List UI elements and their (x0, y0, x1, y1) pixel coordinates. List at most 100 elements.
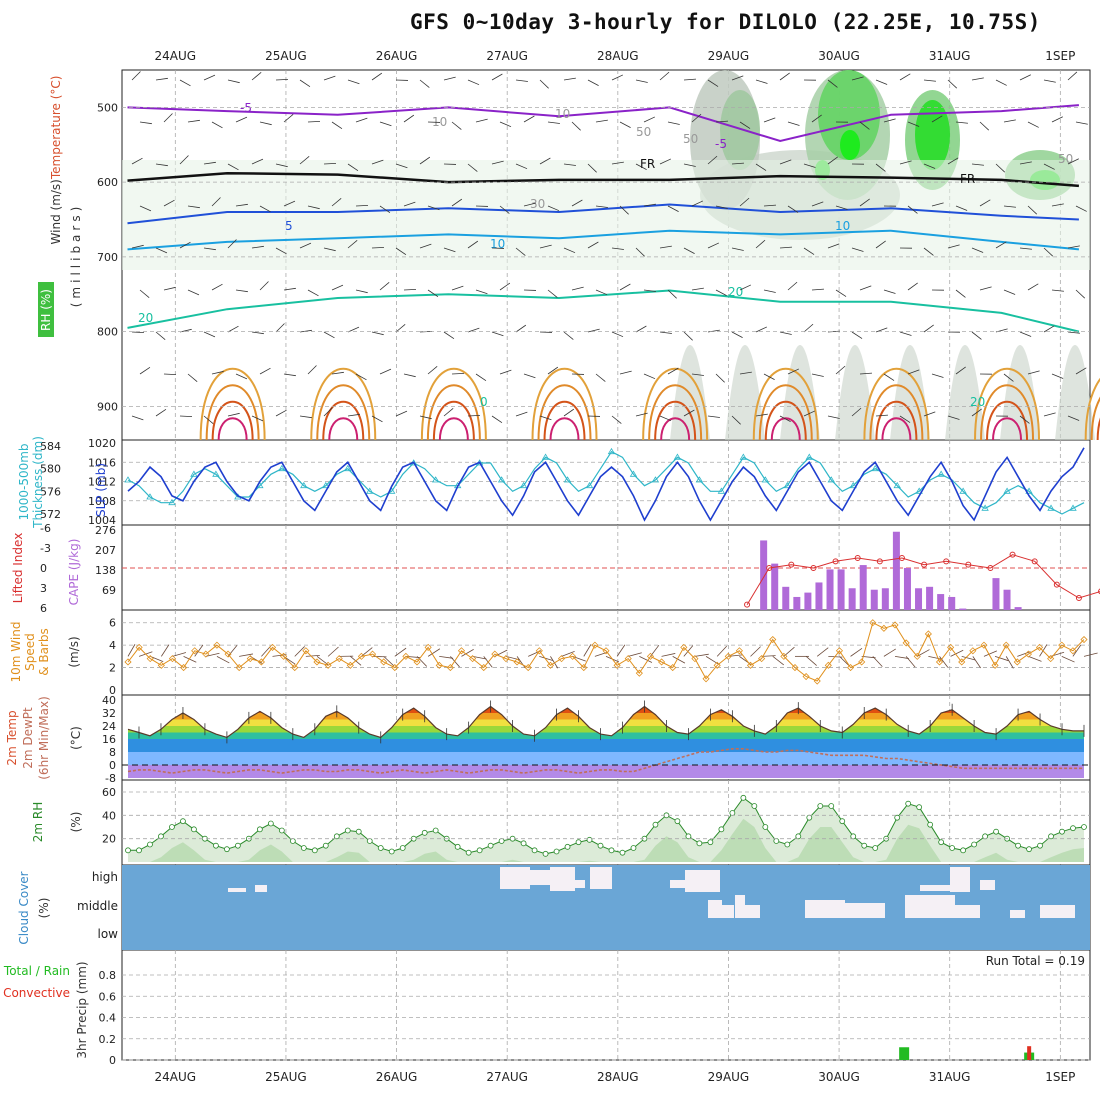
wind-barb (203, 74, 216, 81)
wind-barb (955, 121, 968, 124)
wind-speed-marker (602, 647, 610, 655)
wind-speed-marker (413, 658, 421, 666)
wind-speed-marker (1024, 650, 1032, 658)
thickness-ytick: 584 (40, 440, 61, 453)
rh2m-marker (432, 827, 439, 834)
rh2m-ytick: 60 (102, 786, 116, 799)
rh2m-marker (180, 818, 186, 825)
wind10m-barb (583, 644, 592, 657)
rh-shading-band (122, 160, 1090, 270)
rh2m-marker (795, 833, 802, 840)
wind-barb (947, 79, 958, 89)
wind-barb (467, 414, 481, 417)
wind-speed-marker (735, 647, 743, 655)
wind-barb (163, 286, 176, 291)
temp-dome-contour (875, 400, 918, 441)
wind-barb (499, 282, 511, 291)
wind-speed-marker (935, 658, 944, 666)
thickness-ytick: 580 (40, 463, 61, 476)
wind10m-barb (1039, 644, 1048, 657)
wind-barb (451, 198, 463, 207)
wind-barb (971, 77, 984, 81)
wind-barb (851, 407, 862, 417)
temp-dome-contour (420, 367, 487, 441)
temp-dome-contour (863, 367, 930, 441)
wind10m-barb (305, 654, 320, 657)
rh2m-marker (916, 804, 923, 811)
wind-barb (763, 117, 776, 123)
temp-dome-contour (328, 417, 359, 441)
wind-barb (563, 163, 576, 166)
cloud-ytick: high (92, 870, 118, 884)
wind-barb (163, 373, 177, 376)
temp-ylabel: 2m Temp 2m DewPt (6hr Min/Max) (5, 696, 51, 780)
wind-speed-marker (324, 661, 332, 669)
date-label-top: 29AUG (708, 49, 750, 63)
wind-barb (563, 408, 575, 417)
wind-barb (419, 156, 431, 165)
rh-shading (720, 90, 760, 170)
wind-speed-marker (1013, 658, 1021, 666)
wind-barb (611, 247, 624, 250)
wind-barb (1027, 370, 1040, 375)
cape-ytick: 69 (102, 584, 116, 597)
wind-barb (371, 246, 385, 249)
wind-barb (875, 163, 886, 172)
rh-plume (945, 345, 985, 440)
wind-barb (659, 331, 672, 334)
date-label-top: 25AUG (265, 49, 307, 63)
li-marker (1098, 588, 1100, 595)
rh2m-marker (542, 850, 549, 857)
upper-ytick: 700 (97, 251, 118, 264)
rh2m-marker (784, 841, 791, 848)
wind-barb (827, 415, 840, 419)
wind-barb (563, 247, 576, 254)
thickness-marker (607, 447, 616, 455)
rh2m-marker (158, 833, 164, 840)
li-ytick: 0 (40, 562, 47, 575)
temp-line (127, 705, 1084, 739)
thickness-marker (366, 487, 374, 494)
wind-speed-marker (624, 655, 632, 663)
wind-barb (187, 205, 200, 209)
wind-barb (931, 115, 943, 123)
wind-barb (203, 247, 216, 251)
wind-barb (899, 160, 912, 165)
isotherm-line--5 (127, 104, 1079, 143)
wind-speed-marker (880, 624, 888, 632)
cape-bar (937, 594, 945, 610)
thickness-marker (124, 476, 132, 483)
precip-total-bar (899, 1047, 910, 1060)
precip-frame (121, 949, 1091, 1061)
wind-speed-marker (913, 652, 921, 660)
wind-barb (859, 121, 870, 130)
precip-ytick: 0.6 (99, 990, 117, 1003)
rh2m-marker (850, 833, 857, 840)
wind-barb (1075, 367, 1087, 375)
rh-plume (725, 345, 765, 440)
cloud-high-block (550, 867, 575, 891)
wind-barb (163, 199, 175, 207)
wind-barb (955, 366, 966, 375)
wind-barb (875, 240, 886, 249)
wind10m-barb (705, 656, 719, 665)
rh2m-marker (971, 841, 978, 848)
wind-barb (227, 325, 239, 333)
temp-dome-contour (531, 367, 598, 441)
wind-speed-marker (457, 647, 466, 655)
wind-barb (739, 284, 752, 291)
slp-ylabel: SLP (mb) (94, 463, 108, 517)
wind-barb (187, 119, 200, 123)
wind-barb (763, 289, 776, 293)
rh2m-marker (553, 848, 560, 855)
precip-ylabel-total: Total / Rain (3, 964, 70, 978)
wind-barb (299, 329, 312, 333)
temp-dome-contour (438, 417, 469, 441)
wind-speed-marker (846, 664, 855, 672)
wind-barb (779, 246, 792, 249)
thickness-marker (695, 476, 704, 483)
wind-barb (371, 415, 383, 423)
wind-barb (499, 205, 510, 214)
wind-barb (691, 200, 704, 207)
date-label-top: 24AUG (155, 49, 197, 63)
